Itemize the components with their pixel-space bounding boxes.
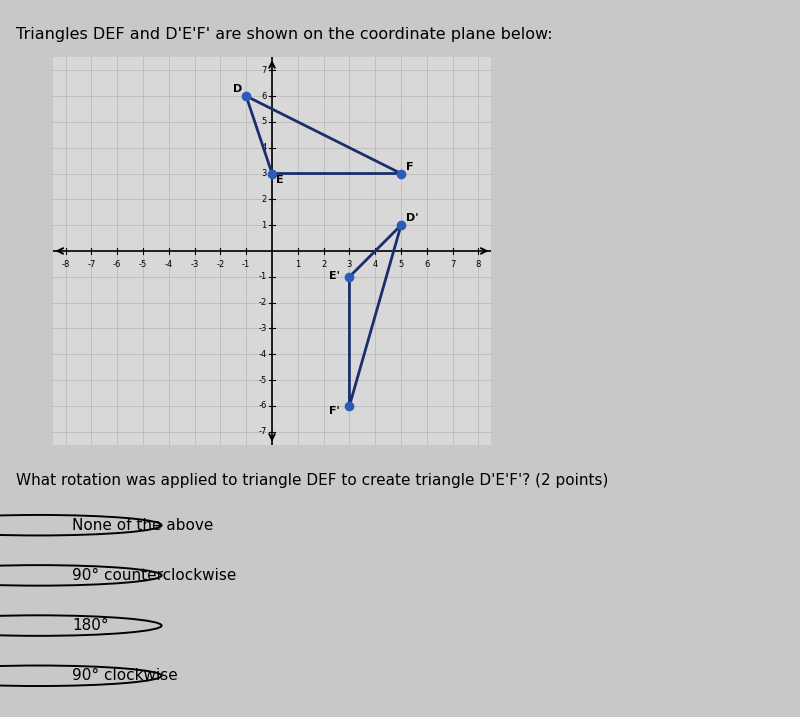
Text: -1: -1 (258, 272, 267, 281)
Text: 3: 3 (262, 169, 267, 178)
Text: 7: 7 (262, 66, 267, 75)
Text: -5: -5 (258, 376, 267, 384)
Text: -7: -7 (258, 427, 267, 436)
Text: 5: 5 (398, 260, 404, 269)
Text: D: D (234, 84, 242, 94)
Text: 90° counterclockwise: 90° counterclockwise (72, 568, 236, 583)
Text: -2: -2 (216, 260, 225, 269)
Text: 6: 6 (424, 260, 430, 269)
Text: 5: 5 (262, 118, 267, 126)
Text: -5: -5 (139, 260, 147, 269)
Text: Triangles DEF and D'E'F' are shown on the coordinate plane below:: Triangles DEF and D'E'F' are shown on th… (16, 27, 553, 42)
Text: 4: 4 (262, 143, 267, 152)
Text: 1: 1 (295, 260, 301, 269)
Text: 90° clockwise: 90° clockwise (72, 668, 178, 683)
Text: 2: 2 (321, 260, 326, 269)
Text: -6: -6 (113, 260, 122, 269)
Text: What rotation was applied to triangle DEF to create triangle D'E'F'? (2 points): What rotation was applied to triangle DE… (16, 473, 608, 488)
Text: 4: 4 (373, 260, 378, 269)
Text: 7: 7 (450, 260, 455, 269)
Text: 180°: 180° (72, 618, 109, 633)
Text: None of the above: None of the above (72, 518, 214, 533)
Text: E': E' (329, 271, 340, 281)
Text: D': D' (406, 213, 418, 223)
Text: 2: 2 (262, 195, 267, 204)
Text: -2: -2 (258, 298, 267, 307)
Text: -8: -8 (62, 260, 70, 269)
Text: F: F (406, 161, 414, 171)
Text: 1: 1 (262, 221, 267, 229)
Text: 3: 3 (346, 260, 352, 269)
Text: -1: -1 (242, 260, 250, 269)
Text: -6: -6 (258, 402, 267, 410)
Text: F': F' (329, 406, 339, 416)
Text: -3: -3 (190, 260, 198, 269)
Text: -7: -7 (87, 260, 95, 269)
Text: -4: -4 (165, 260, 173, 269)
Text: -3: -3 (258, 324, 267, 333)
Text: 6: 6 (262, 92, 267, 100)
Text: -4: -4 (258, 350, 267, 358)
Text: 8: 8 (476, 260, 481, 269)
Text: E: E (276, 174, 283, 184)
